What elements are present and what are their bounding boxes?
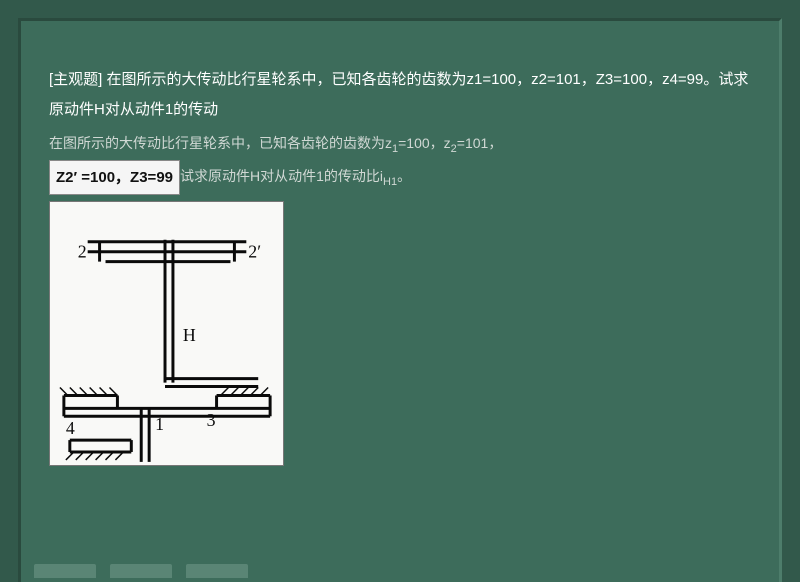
- sub-after-box: 试求原动件H对从动件1的传动比i: [180, 168, 383, 184]
- question-subtext: 在图所示的大传动比行星轮系中，已知各齿轮的齿数为z1=100，z2=101， Z…: [49, 131, 751, 195]
- sub-end: 。: [397, 168, 411, 184]
- formula-box: Z2′ =100，Z3=99: [49, 160, 180, 195]
- label-3: 3: [207, 410, 216, 430]
- label-4: 4: [66, 418, 75, 438]
- sub-mid1: =100，z: [398, 135, 451, 151]
- sub-mid2: =101，: [457, 135, 503, 151]
- chalkboard: [主观题] 在图所示的大传动比行星轮系中，已知各齿轮的齿数为z1=100，z2=…: [18, 18, 782, 582]
- tab-1[interactable]: [34, 564, 96, 578]
- bottom-tabs: [34, 564, 248, 578]
- sub-iH: H1: [383, 176, 397, 188]
- gear-diagram: 2 2′ H 1 3 4: [49, 201, 284, 466]
- label-2prime: 2′: [248, 241, 261, 261]
- question-title-text: 在图所示的大传动比行星轮系中，已知各齿轮的齿数为z1=100，z2=101，Z3…: [49, 71, 748, 118]
- tab-3[interactable]: [186, 564, 248, 578]
- tab-2[interactable]: [110, 564, 172, 578]
- label-1: 1: [155, 414, 164, 434]
- question-tag: [主观题]: [49, 71, 102, 88]
- label-2: 2: [78, 241, 87, 261]
- question-title: [主观题] 在图所示的大传动比行星轮系中，已知各齿轮的齿数为z1=100，z2=…: [49, 65, 751, 125]
- label-H: H: [183, 325, 196, 345]
- sub-pre: 在图所示的大传动比行星轮系中，已知各齿轮的齿数为z: [49, 135, 392, 151]
